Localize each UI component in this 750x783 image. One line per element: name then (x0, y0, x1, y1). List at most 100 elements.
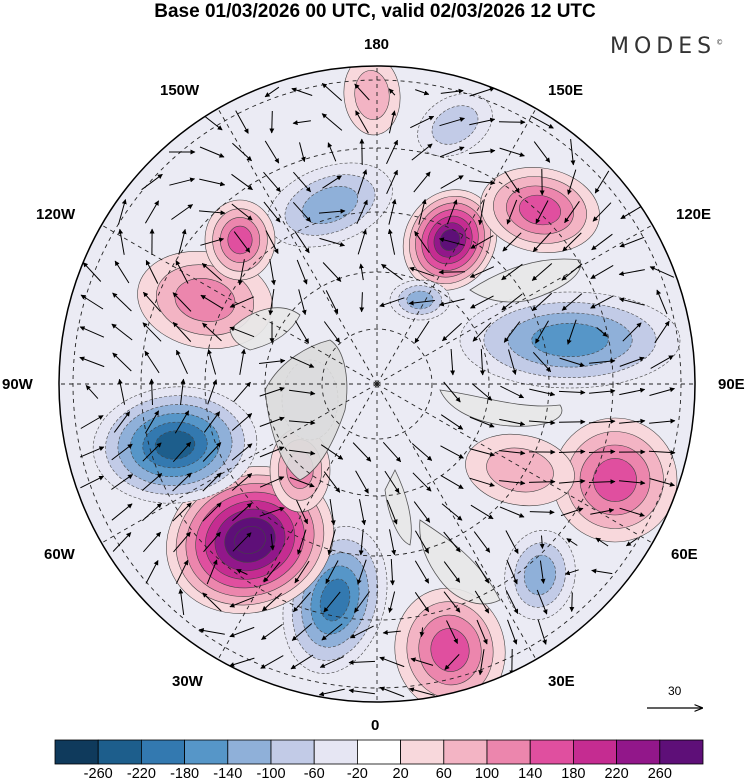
wind-arrow (355, 110, 369, 134)
wind-arrow (387, 228, 396, 255)
wind-arrow (443, 561, 461, 583)
meridian-line (99, 223, 378, 385)
wind-arrow (408, 687, 435, 696)
wind-arrow (358, 529, 364, 556)
wind-arrow (329, 499, 336, 526)
wind-arrow (470, 295, 494, 309)
wind-arrow (443, 591, 461, 613)
wind-arrow (528, 479, 556, 485)
lon-label-0: 0 (371, 717, 380, 734)
anomaly-cell-east-siberia (417, 93, 493, 157)
wind-arrow (649, 418, 676, 424)
wind-arrow (202, 592, 222, 612)
wind-arrow (379, 686, 405, 698)
colorbar-tick-label: -180 (170, 766, 200, 782)
wind-arrow (291, 87, 313, 96)
wind-arrow (649, 387, 675, 396)
wind-arrow (262, 592, 282, 612)
wind-arrow (145, 259, 159, 284)
wind-arrow (199, 178, 226, 187)
wind-arrow (201, 263, 223, 281)
wind-arrow (440, 175, 464, 189)
wind-arrow (112, 352, 132, 372)
wind-arrow (349, 625, 374, 639)
wind-arrow (172, 441, 192, 463)
wind-arrow (381, 263, 403, 281)
wind-arrow (82, 262, 102, 282)
wind-arrow (79, 446, 105, 458)
wind-arrow (348, 659, 376, 665)
wind-arrow (654, 320, 670, 344)
wind-arrow (297, 529, 307, 555)
wind-arrow (259, 416, 285, 427)
wind-arrow (232, 502, 252, 522)
anomaly-contour (523, 554, 557, 596)
wind-arrow (440, 88, 464, 94)
scandinavia-coast (384, 469, 412, 546)
colorbar-swatch (443, 739, 488, 765)
wind-arrow (111, 443, 133, 461)
lon-label-150w: 150W (160, 82, 200, 99)
wind-arrow (591, 233, 613, 251)
wind-vectors (79, 83, 676, 698)
wind-arrow (263, 171, 281, 193)
wind-arrow (414, 230, 430, 253)
wind-arrow (619, 356, 645, 367)
wind-arrow (202, 502, 222, 522)
wind-arrow (440, 414, 464, 430)
wind-arrow (173, 531, 191, 553)
wind-arrow (439, 146, 465, 158)
wind-arrow (229, 657, 255, 667)
wind-arrow (294, 230, 310, 254)
wind-arrow (202, 322, 222, 342)
wind-arrow (379, 297, 405, 308)
wind-arrow (112, 532, 132, 552)
wind-arrow (594, 170, 610, 194)
anomaly-cell-alaska (389, 279, 451, 321)
wind-arrow (206, 559, 218, 585)
wind-arrow (589, 358, 616, 364)
anomaly-cell-caspian (504, 529, 576, 621)
wind-arrow (111, 474, 134, 490)
anomaly-cell-mediterranean (394, 587, 506, 702)
wind-arrow (561, 263, 583, 281)
wind-arrow (469, 477, 495, 487)
colorbar-tick-label: 140 (518, 766, 543, 782)
wind-arrow (444, 654, 460, 670)
wind-arrow (231, 173, 253, 191)
wind-arrow (505, 530, 519, 554)
wind-arrow (178, 588, 185, 615)
greenland-coast (264, 339, 348, 481)
wind-arrow (172, 472, 192, 492)
wind-arrow (229, 296, 255, 308)
wind-arrow (289, 476, 315, 488)
wind-arrow (410, 115, 435, 129)
wind-arrow (529, 388, 556, 397)
wind-arrow (618, 269, 645, 277)
colorbar-swatch (227, 739, 272, 765)
wind-arrow (440, 445, 464, 459)
wind-arrow (649, 266, 675, 278)
wind-arrow (505, 590, 519, 615)
wind-arrow (237, 259, 245, 286)
colorbar-tick-label: -100 (256, 766, 286, 782)
wind-arrow (294, 560, 310, 584)
lon-label-60e: 60E (671, 546, 698, 563)
wind-arrow (414, 320, 430, 344)
wind-arrow (142, 502, 162, 522)
brand-text: MODES (610, 34, 717, 59)
wind-arrow (259, 358, 286, 364)
wind-arrow (111, 323, 133, 341)
colorbar-tick-label: -220 (126, 766, 156, 782)
wind-arrow (357, 169, 368, 195)
wind-arrow (414, 560, 430, 584)
wind-arrow (446, 199, 458, 225)
wind-arrow (415, 89, 430, 96)
colorbar-tick-label: -20 (346, 766, 368, 782)
wind-arrow (558, 478, 586, 484)
map-background (59, 66, 695, 702)
wind-arrow (118, 199, 127, 225)
wind-arrow (269, 259, 276, 286)
wind-arrow (236, 569, 248, 575)
wind-arrow (501, 293, 523, 311)
